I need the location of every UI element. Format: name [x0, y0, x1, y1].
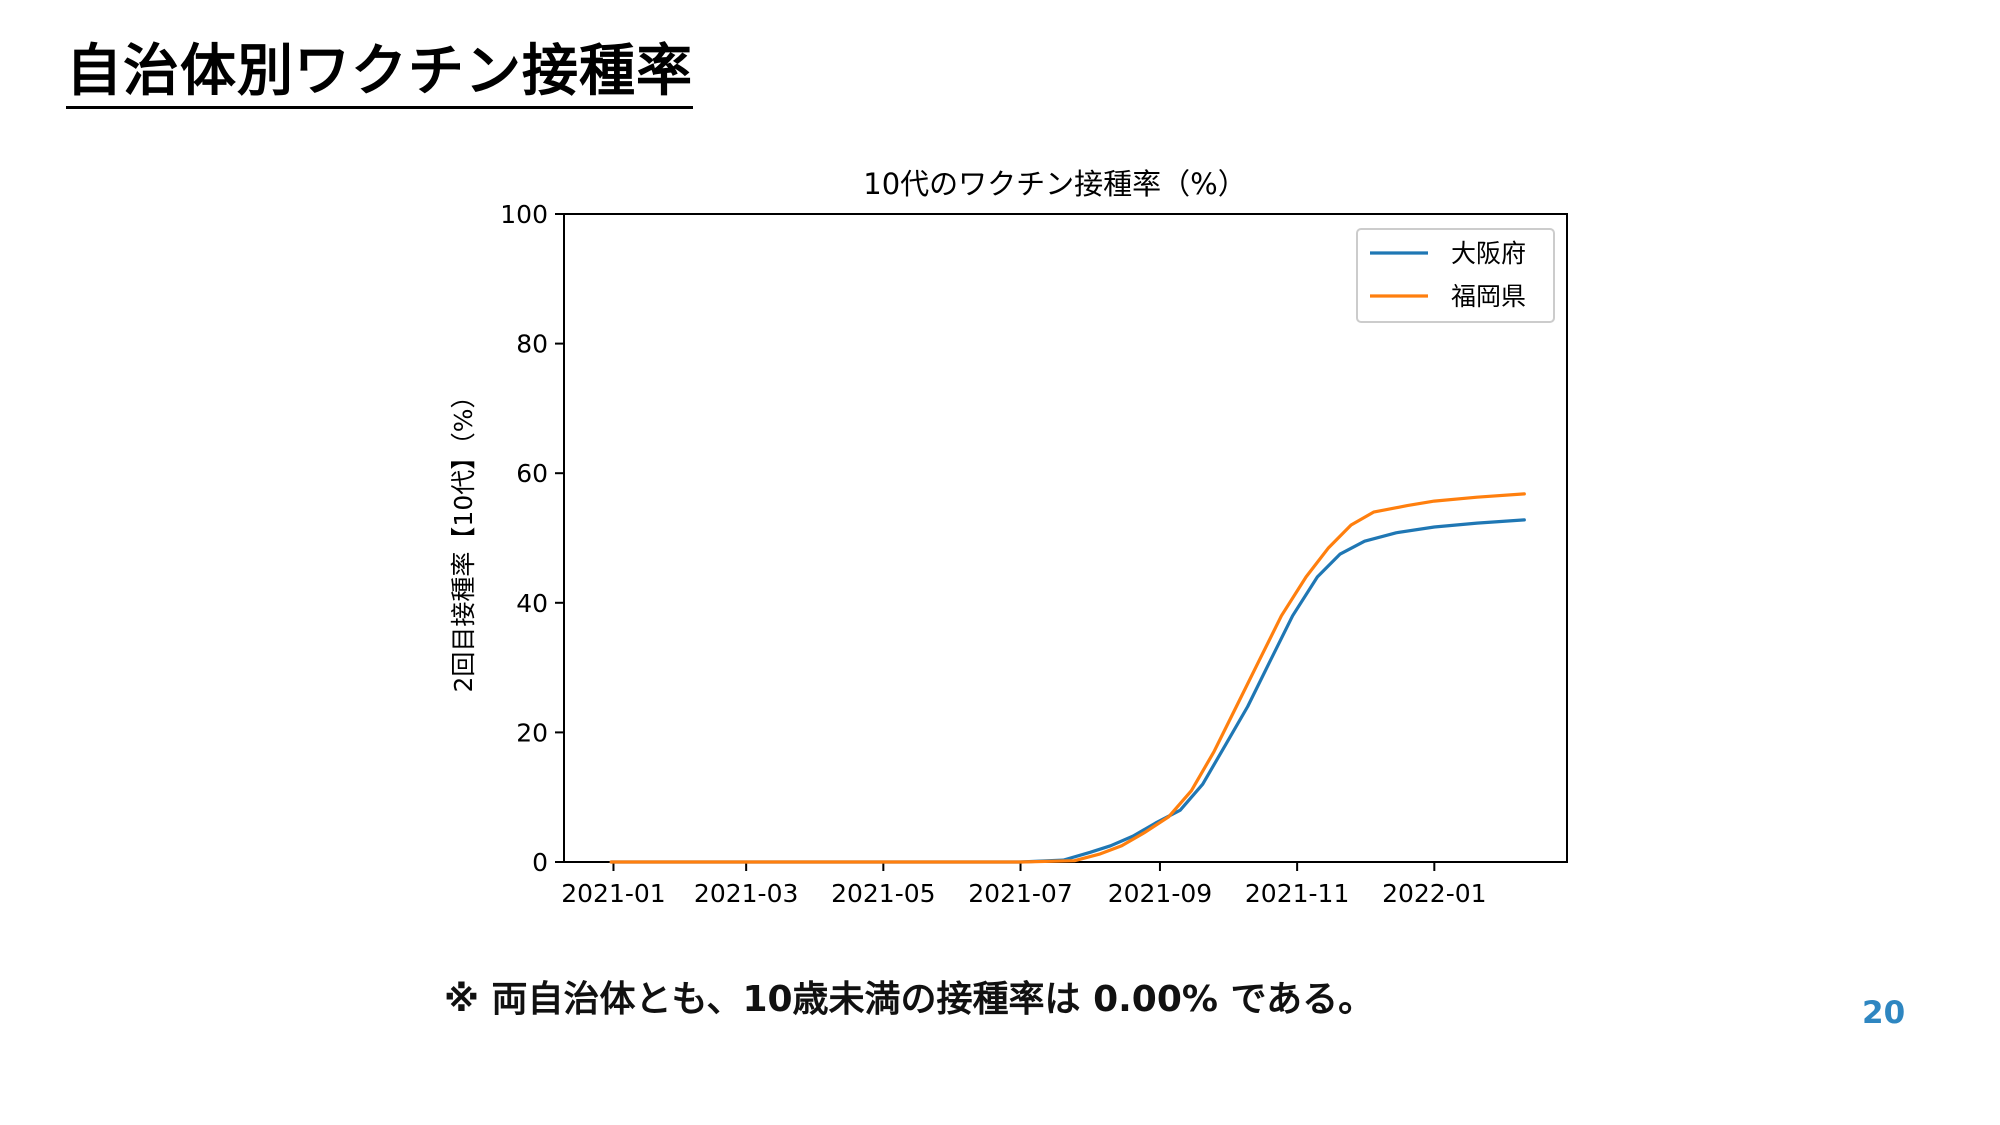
y-axis-label: 2回目接種率【10代】（%）: [449, 384, 478, 693]
y-axis: 0 20 40 60 80 100: [500, 200, 564, 877]
x-tick-label: 2021-03: [694, 879, 798, 908]
footnote: ※ 両自治体とも、10歳未満の接種率は 0.00% である。: [444, 979, 1375, 1020]
x-axis: 2021-01 2021-03 2021-05 2021-07 2021-09 2021-…: [561, 862, 1487, 908]
x-tick-label: 2021-07: [968, 879, 1072, 908]
y-tick-label: 20: [516, 718, 548, 747]
legend-label-2: 福岡県: [1451, 282, 1526, 311]
legend-label-1: 大阪府: [1451, 239, 1526, 268]
y-tick-label: 100: [500, 200, 548, 229]
slide-title: 自治体別ワクチン接種率: [66, 39, 693, 110]
y-tick-label: 60: [516, 459, 548, 488]
x-tick-label: 2021-11: [1245, 879, 1349, 908]
series-layer: [609, 492, 1526, 864]
chart-title: 10代のワクチン接種率（%）: [863, 167, 1246, 201]
series-line-2: [609, 492, 1526, 864]
page-number: 20: [1862, 995, 1906, 1031]
y-tick-label: 40: [516, 589, 548, 618]
y-tick-label: 80: [516, 330, 548, 359]
x-tick-label: 2022-01: [1382, 879, 1486, 908]
x-tick-label: 2021-05: [831, 879, 935, 908]
x-tick-label: 2021-09: [1108, 879, 1212, 908]
x-tick-label: 2021-01: [561, 879, 665, 908]
series-line-1: [609, 518, 1526, 864]
y-tick-label: 0: [532, 848, 548, 877]
